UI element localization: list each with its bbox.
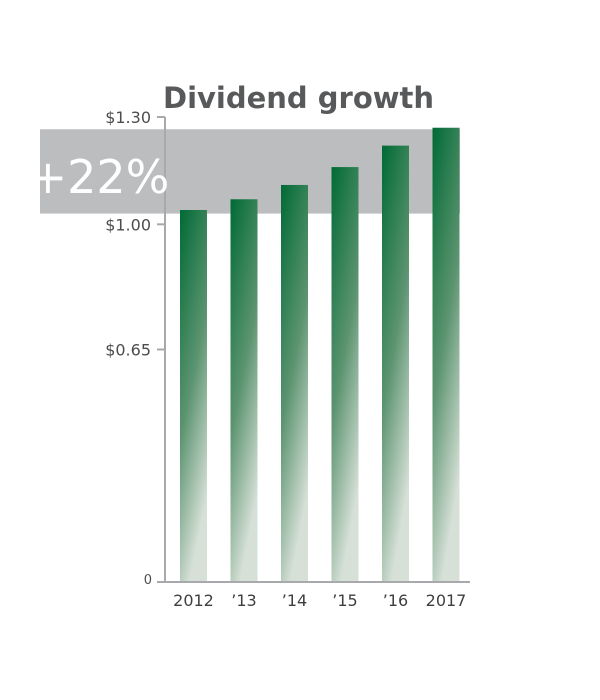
- x-label-5: 2017: [426, 591, 467, 610]
- x-label-4: ’16: [383, 591, 408, 610]
- x-label-0: 2012: [173, 591, 214, 610]
- bar-2: [281, 184, 308, 582]
- y-tick-label-0: $1.30: [105, 108, 151, 127]
- bar-5: [432, 127, 460, 582]
- bars-group: [180, 127, 460, 583]
- highlight-callout: +22%: [29, 150, 170, 204]
- x-labels: 2012 ’13 ’14 ’15 ’16 2017: [173, 591, 466, 610]
- x-label-1: ’13: [231, 591, 256, 610]
- y-tick-label-3: 0: [144, 573, 152, 588]
- bar-4: [382, 145, 409, 582]
- y-ticks: $1.30 $1.00 $0.65 0: [105, 108, 165, 588]
- x-label-2: ’14: [282, 591, 307, 610]
- x-label-3: ’15: [332, 591, 357, 610]
- bar-1: [230, 199, 258, 582]
- y-tick-label-2: $0.65: [105, 341, 151, 360]
- chart-title: Dividend growth: [163, 81, 434, 115]
- y-tick-label-1: $1.00: [105, 215, 151, 234]
- bar-3: [331, 167, 359, 583]
- bar-0: [180, 210, 207, 582]
